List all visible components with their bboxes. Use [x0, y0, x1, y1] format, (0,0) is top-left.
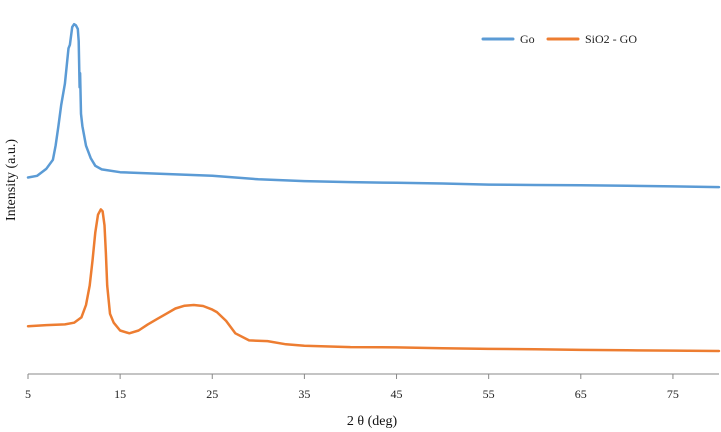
plot-area: 5 15 25 35 45 55 65 75 [25, 22, 721, 401]
x-axis-ticks: 5 15 25 35 45 55 65 75 [25, 374, 679, 401]
x-tick-label: 45 [391, 387, 403, 401]
legend-label-sio2-go: SiO2 - GO [585, 32, 637, 46]
x-tick-label: 5 [25, 387, 31, 401]
legend-label-go: Go [520, 32, 535, 46]
series-layer [26, 22, 721, 353]
legend-item-sio2-go: SiO2 - GO [546, 32, 637, 46]
legend: Go SiO2 - GO [481, 32, 637, 46]
x-tick-label: 65 [575, 387, 587, 401]
x-tick-label: 55 [483, 387, 495, 401]
x-tick-label: 25 [206, 387, 218, 401]
series-line-go [26, 22, 721, 189]
x-tick-label: 35 [298, 387, 310, 401]
y-axis-title: Intensity (a.u.) [4, 139, 19, 221]
x-axis-title: 2 θ (deg) [347, 414, 398, 429]
legend-item-go: Go [481, 32, 535, 46]
series-line-sio2-go [26, 208, 721, 353]
x-tick-label: 75 [667, 387, 679, 401]
x-tick-label: 15 [114, 387, 126, 401]
